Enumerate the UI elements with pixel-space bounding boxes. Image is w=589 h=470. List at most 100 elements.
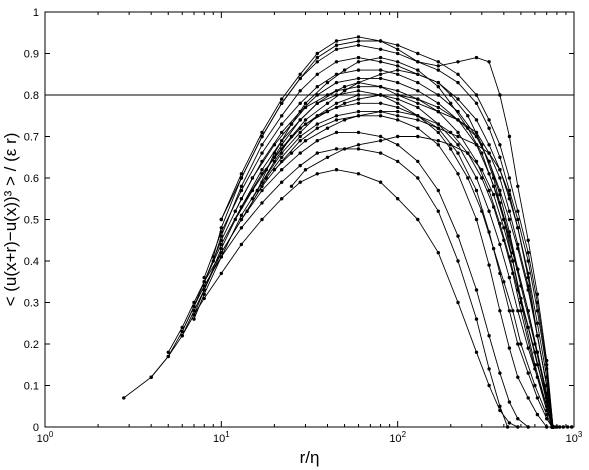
data-point [378,151,383,155]
data-point [239,213,244,217]
data-point [334,168,339,172]
data-point [280,180,284,184]
data-point [449,93,453,97]
data-point [449,147,453,151]
data-point [342,118,347,122]
data-point [487,118,491,122]
data-point [378,39,383,43]
x-tick-label: 102 [389,430,406,445]
data-point [416,176,420,180]
data-point [122,396,126,400]
data-point [487,383,491,388]
data-point [498,404,502,408]
series-21 [289,134,555,429]
data-point [260,201,264,205]
data-point [280,143,284,147]
data-point [511,259,515,263]
data-point [239,188,244,193]
data-point [516,375,520,379]
data-point [250,197,255,201]
data-point [487,209,491,213]
data-point [356,143,361,147]
series-group [122,35,574,429]
data-point [526,251,530,255]
data-point [298,72,302,77]
data-point [491,184,496,188]
data-point [456,130,460,135]
y-tick-label: 0.1 [24,381,39,393]
data-point [280,155,284,159]
data-point [436,139,440,143]
data-point [396,109,400,114]
data-point [315,55,319,60]
data-point [202,292,206,296]
data-point [545,408,549,413]
series-line [212,57,554,428]
y-tick-label: 0.3 [24,298,39,310]
data-point [480,209,484,213]
data-point [149,375,153,379]
data-point [491,192,496,197]
data-point [474,176,479,180]
data-point [315,139,319,143]
series-line [220,36,554,428]
data-point [511,309,515,313]
data-point [315,101,319,106]
data-point [356,101,361,106]
data-point [516,226,520,230]
data-point [474,350,479,354]
data-point [535,321,540,325]
series-line [193,86,553,428]
data-point [396,143,400,147]
data-point [535,292,540,296]
data-point [298,118,302,122]
data-point [416,72,420,77]
data-point [456,151,460,155]
data-point [280,122,284,126]
data-point [303,105,308,110]
data-point [436,209,440,213]
y-axis-ticks: 0 0.1 0.2 0.3 0.4 0.5 0.6 0.7 0.8 0.9 1 [24,7,574,434]
data-point [315,151,319,155]
data-point [303,118,308,122]
data-point [436,122,440,126]
data-point [533,342,537,346]
data-point [449,143,453,147]
data-point [334,43,339,47]
data-point [202,284,206,288]
data-point [334,101,339,106]
data-point [396,51,400,56]
y-tick-label: 0.9 [24,49,39,61]
data-point [396,159,400,164]
data-point [289,184,294,188]
data-point [507,346,512,350]
y-axis-label: < (u(x+r)−u(x))³ > / (ε r) [1,133,20,307]
data-point [334,118,339,122]
data-point [378,180,383,184]
data-point [396,134,400,139]
series-17 [250,68,554,429]
data-point [487,143,491,147]
data-point [498,93,502,97]
data-point [233,217,237,222]
data-point [192,304,196,309]
data-point [166,350,170,354]
data-point [519,309,523,313]
series-line [167,131,529,428]
data-point [298,76,302,81]
data-point [545,383,549,388]
y-tick-label: 1 [33,7,39,19]
data-point [533,350,537,354]
data-point [325,80,330,85]
series-13 [219,35,555,429]
data-point [202,275,206,280]
data-point [436,126,440,130]
y-tick-label: 0.4 [24,256,39,268]
data-point [498,176,502,180]
data-point [416,105,420,110]
data-point [315,93,319,97]
data-point [516,209,520,213]
data-point [519,296,523,301]
data-point [280,168,284,172]
data-point [449,130,453,135]
